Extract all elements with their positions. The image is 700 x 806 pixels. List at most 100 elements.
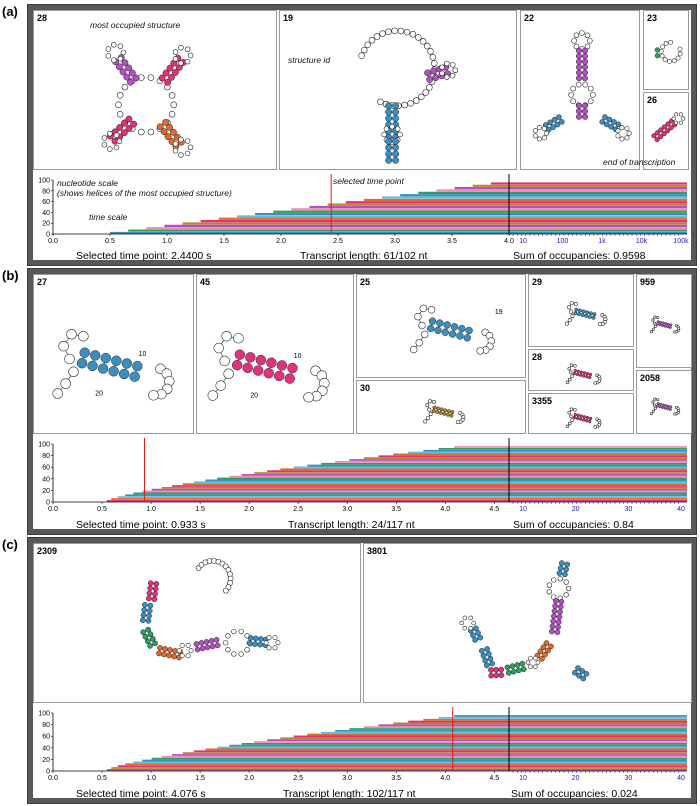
y-tick-label: 80 (42, 722, 50, 729)
rna-structure-figure: 10 20 (207, 330, 330, 403)
structure-box[interactable]: 25 19 (356, 274, 526, 378)
panel-a-frame: 28 19 22 23 26 most occupied structure s… (27, 4, 697, 266)
structure-box[interactable]: 45 10 20 (196, 274, 354, 434)
y-tick-label: 40 (42, 210, 50, 217)
annotation-nucleotide-scale-note: (shows helices of the most occupied stru… (57, 188, 232, 198)
nucleotide-index-label: 20 (95, 390, 103, 397)
rna-structure-figure (532, 30, 632, 142)
x-tick-label: 1.5 (195, 506, 205, 513)
annotation-end-of-transcription: end of transcription (603, 157, 676, 167)
x-tick-label: 4.5 (489, 775, 499, 782)
sum-occupancies-readout: Sum of occupancies: 0.9598 (513, 250, 646, 262)
structure-id: 29 (532, 277, 543, 287)
rna-structure-figure (565, 363, 602, 385)
x-log-tick-label: 40 (677, 506, 685, 513)
structure-box[interactable]: 3355 (528, 393, 634, 434)
x-log-tick-label: 100k (673, 238, 689, 245)
structure-box[interactable]: 959 (636, 274, 692, 368)
y-tick-label: 40 (42, 745, 50, 752)
occupancy-timeline[interactable]: 100 80 60 40 20 0 0.0 0.5 1.0 1.5 2.0 2.5 3.0 3.5 4.0 4… (33, 707, 693, 785)
y-tick-label: 80 (42, 453, 50, 460)
x-tick-label: 3.0 (342, 775, 352, 782)
structure-id: 3355 (532, 396, 553, 406)
x-tick-label: 2.0 (244, 775, 254, 782)
structure-box[interactable]: 2058 (636, 370, 692, 434)
annotation-most-occupied: most occupied structure (90, 20, 181, 30)
y-tick-label: 0 (46, 500, 50, 507)
rna-structure-figure (649, 397, 681, 416)
rna-structure-figure (565, 407, 602, 429)
x-log-tick-label: 30 (624, 506, 632, 513)
y-tick-label: 60 (42, 734, 50, 741)
panel-c-letter: (c) (2, 537, 18, 552)
structure-box[interactable]: 3801 (363, 543, 692, 703)
nucleotide-index-label: 10 (294, 353, 302, 360)
occupancy-timeline[interactable]: 100 80 60 40 20 0 0.0 0.5 1.0 1.5 2.0 2.5 3.0 3.5 4.0 4… (33, 438, 693, 516)
nucleotide-index-label: 10 (139, 351, 147, 358)
rna-structure-figure: 19 (410, 304, 503, 355)
structure-box[interactable]: 28 (528, 349, 634, 391)
structure-box[interactable]: 26 (643, 92, 689, 170)
x-tick-label: 1.5 (195, 775, 205, 782)
y-tick-label: 80 (42, 188, 50, 195)
x-tick-label: 1.0 (162, 238, 172, 245)
structure-box[interactable]: 2309 (33, 543, 361, 703)
panel-c-frame: 2309 3801 100 80 60 40 20 0 0.0 0.5 1.0 1.5 2.0 2.5… (27, 537, 697, 804)
x-tick-label: 4.0 (440, 775, 450, 782)
rna-structure-figure: 10 20 (52, 329, 175, 401)
timeline-plot[interactable]: 100 80 60 40 20 00.0 0.5 1.0 1.5 2.0 2.5 3.0 3.5 4.0 1… (33, 174, 693, 248)
panel-b-frame: 27 10 20 45 10 20 25 19 30 29 28 3355 959 (27, 268, 697, 535)
x-tick-label: 3.5 (391, 775, 401, 782)
x-log-tick-label: 10 (519, 775, 527, 782)
structure-box[interactable]: 23 (643, 10, 689, 90)
timeline-plot[interactable]: 100 80 60 40 20 00.0 0.5 1.0 1.5 2.0 2.5 3.0 3.5 4.0 4… (33, 438, 693, 516)
rna-structure-figure (423, 399, 466, 425)
rna-structure-figure (654, 39, 683, 64)
nucleotide-index-label: 19 (495, 309, 503, 316)
x-tick-label: 2.0 (244, 506, 254, 513)
structure-id: 23 (647, 13, 658, 23)
x-tick-label: 0.5 (97, 506, 107, 513)
x-tick-label: 2.5 (333, 238, 343, 245)
x-log-tick-label: 10 (519, 238, 527, 245)
occupancy-timeline[interactable]: 100 80 60 40 20 0 0.0 0.5 1.0 1.5 2.0 2.5 3.0 3.5 4.0 1… (33, 174, 693, 248)
transcript-length-readout: Transcript length: 61/102 nt (300, 250, 428, 262)
transcript-length-readout: Transcript length: 24/117 nt (288, 519, 415, 531)
annotation-selected-time-point: selected time point (333, 176, 404, 186)
structure-id: 25 (360, 277, 371, 287)
x-tick-label: 1.0 (146, 506, 156, 513)
structure-id: 3801 (367, 546, 388, 556)
structure-box[interactable]: 29 (528, 274, 634, 347)
structure-id: 45 (200, 277, 211, 287)
x-log-tick-label: 1k (598, 238, 606, 245)
structure-box[interactable]: 27 10 20 (33, 274, 194, 434)
selected-time-readout: Selected time point: 2.4400 s (76, 250, 212, 262)
structure-box[interactable]: 30 (356, 380, 526, 434)
structure-box[interactable]: 28 (33, 10, 277, 170)
x-tick-label: 3.0 (390, 238, 400, 245)
x-log-tick-label: 40 (677, 775, 685, 782)
y-tick-label: 100 (38, 711, 50, 718)
structure-id: 2058 (640, 373, 661, 383)
rna-structure-figure (651, 112, 686, 143)
structure-id: 28 (37, 13, 48, 23)
x-log-tick-label: 100 (557, 238, 569, 245)
x-log-tick-label: 30 (624, 775, 632, 782)
annotation-structure-id: structure id (288, 55, 331, 65)
structure-id: 28 (532, 352, 543, 362)
rna-structure-figure (565, 301, 608, 327)
x-tick-label: 2.5 (293, 775, 303, 782)
x-tick-label: 1.0 (146, 775, 156, 782)
timeline-plot[interactable]: 100 80 60 40 20 00.0 0.5 1.0 1.5 2.0 2.5 3.0 3.5 4.0 4… (33, 707, 693, 785)
selected-time-readout: Selected time point: 0.933 s (76, 519, 206, 531)
x-tick-label: 3.0 (342, 506, 352, 513)
transcript-length-readout: Transcript length: 102/117 nt (283, 788, 416, 800)
structure-box[interactable]: 22 (520, 10, 640, 170)
structure-id: 30 (360, 383, 371, 393)
x-tick-label: 0.0 (48, 506, 58, 513)
structure-box[interactable]: 19 (279, 10, 517, 170)
y-tick-label: 20 (42, 488, 50, 495)
x-log-tick-label: 10k (636, 238, 648, 245)
y-tick-label: 0 (46, 769, 50, 776)
y-tick-label: 60 (42, 199, 50, 206)
